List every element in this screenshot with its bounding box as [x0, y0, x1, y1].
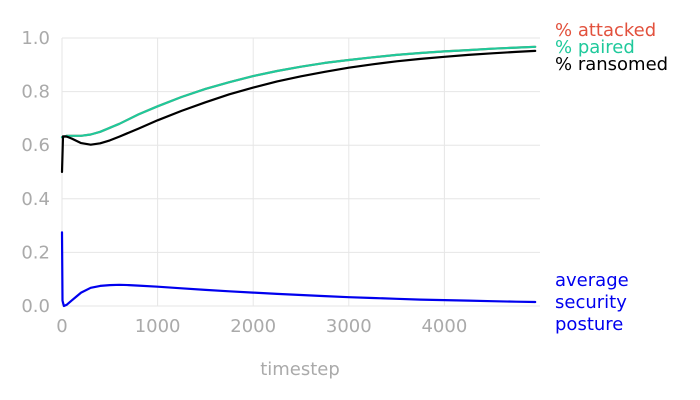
y-tick-label: 0.4	[21, 189, 50, 210]
series-label-paired: % paired	[555, 37, 635, 58]
series-label-average-security-posture: average security posture	[555, 270, 629, 335]
y-tick-label: 1.0	[21, 28, 50, 49]
x-tick-label: 0	[56, 316, 67, 337]
series-labels: % attacked% paired% ransomed average secur…	[555, 20, 668, 335]
series-label-line: average	[555, 270, 629, 291]
y-tick-label: 0.6	[21, 135, 50, 156]
series-label-attacked: % attacked	[555, 20, 656, 41]
series-line-ransomed	[60, 49, 537, 174]
y-tick-label: 0.2	[21, 242, 50, 263]
series-line-average-security-posture	[60, 231, 537, 308]
grid	[61, 37, 540, 307]
x-axis-ticks: 0 1000 2000 3000 4000	[56, 316, 467, 337]
series-lines	[60, 45, 537, 308]
series-label-line: posture	[555, 314, 623, 335]
y-tick-label: 0.0	[21, 296, 50, 317]
series-label-line: security	[555, 292, 627, 313]
y-axis-ticks: 0.0 0.2 0.4 0.6 0.8 1.0	[21, 28, 50, 317]
x-tick-label: 3000	[326, 316, 372, 337]
x-tick-label: 2000	[230, 316, 276, 337]
x-tick-label: 4000	[421, 316, 467, 337]
x-tick-label: 1000	[135, 316, 181, 337]
series-label-ransomed: % ransomed	[555, 54, 668, 75]
x-axis-label: timestep	[260, 359, 340, 380]
y-tick-label: 0.8	[21, 82, 50, 103]
series-line-paired	[60, 45, 537, 139]
